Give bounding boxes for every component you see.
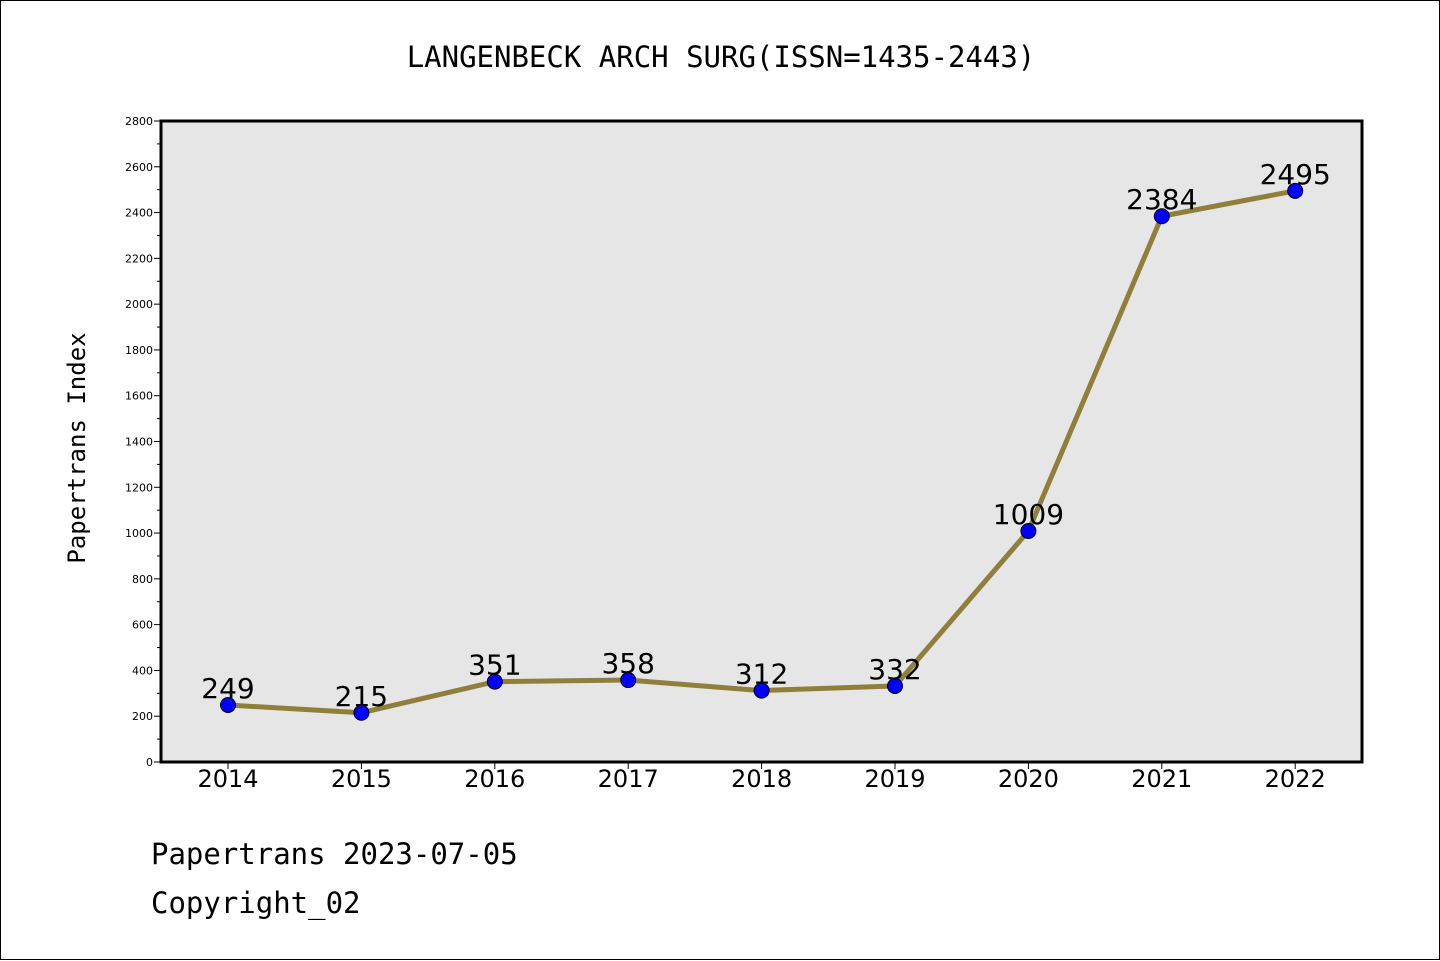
x-axis-ticks: 2014 2015 2016 2017 2018 2019 2020 2021 2022 — [197, 762, 1326, 793]
data-label: 2495 — [1260, 158, 1331, 191]
x-tick-label: 2021 — [1131, 765, 1192, 793]
data-point — [887, 677, 903, 694]
y-tick-label: 2200 — [125, 252, 153, 265]
footer-date: Papertrans 2023-07-05 — [151, 837, 518, 871]
y-tick-label: 2800 — [125, 115, 153, 128]
data-point — [220, 696, 236, 713]
x-tick-label: 2015 — [331, 765, 392, 793]
data-label: 332 — [868, 653, 921, 686]
y-tick-label: 1000 — [125, 527, 153, 540]
data-point — [753, 682, 770, 699]
data-label: 2384 — [1126, 183, 1197, 216]
data-point — [1287, 182, 1304, 199]
data-label: 249 — [201, 672, 254, 705]
x-tick-label: 2019 — [864, 765, 925, 793]
y-tick-label: 200 — [132, 710, 153, 723]
x-tick-label: 2016 — [464, 765, 525, 793]
y-tick-label: 400 — [132, 664, 153, 677]
x-tick-label: 2017 — [598, 765, 659, 793]
data-point — [620, 672, 637, 689]
x-tick-label: 2022 — [1265, 765, 1326, 793]
data-label: 1009 — [993, 498, 1064, 531]
data-point — [353, 704, 370, 721]
series-group: 249 215 351 358 312 332 1009 2384 2495 — [201, 158, 1331, 721]
chart-title: LANGENBECK ARCH SURG(ISSN=1435-2443) — [407, 40, 1036, 74]
data-point — [1153, 208, 1170, 225]
data-label: 358 — [601, 647, 654, 680]
x-tick-label: 2014 — [197, 765, 258, 793]
y-tick-label: 1200 — [125, 481, 153, 494]
x-tick-label: 2018 — [731, 765, 792, 793]
y-tick-label: 2400 — [125, 207, 153, 220]
plot-area — [159, 119, 1364, 764]
y-axis-label: Papertrans Index — [63, 332, 91, 563]
y-tick-label: 2600 — [125, 161, 153, 174]
x-tick-label: 2020 — [998, 765, 1059, 793]
y-tick-label: 1600 — [125, 390, 153, 403]
y-tick-label: 0 — [146, 756, 153, 769]
data-point — [1020, 523, 1037, 540]
footer-copyright: Copyright_02 — [151, 886, 361, 920]
data-label: 312 — [735, 658, 788, 691]
y-tick-label: 600 — [132, 619, 153, 632]
data-point — [486, 673, 503, 690]
y-tick-label: 1400 — [125, 436, 153, 449]
y-tick-label: 800 — [132, 573, 153, 586]
data-label: 215 — [335, 680, 388, 713]
y-tick-label: 1800 — [125, 344, 153, 357]
y-tick-label: 2000 — [125, 298, 153, 311]
y-axis-ticks: 0 200 400 600 800 1000 1200 1400 1600 1800 2000 220… — [125, 115, 161, 769]
data-label: 351 — [468, 649, 521, 682]
